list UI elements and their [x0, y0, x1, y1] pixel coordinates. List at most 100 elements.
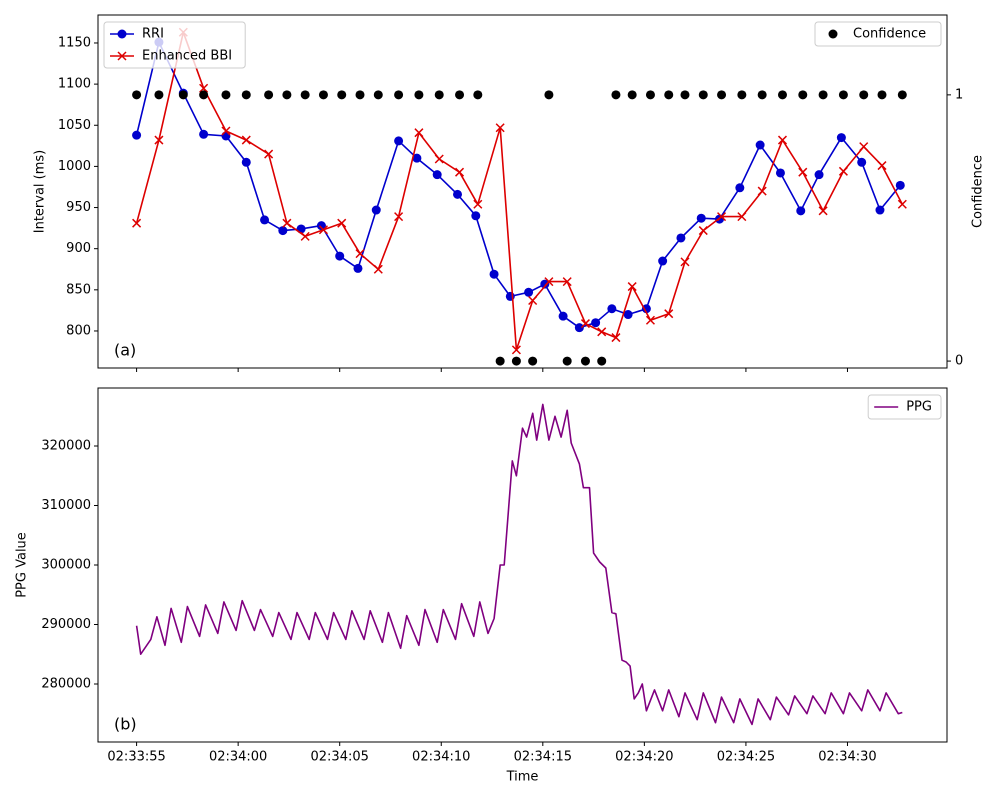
- data-point: [627, 282, 637, 292]
- x-axis-label: Time: [506, 770, 539, 785]
- data-point: [735, 183, 745, 193]
- x-tick-label: 02:34:10: [412, 750, 470, 765]
- data-point: [241, 135, 251, 145]
- data-point: [818, 206, 828, 216]
- data-point: [838, 166, 848, 176]
- series-line: [135, 31, 904, 351]
- data-point: [574, 323, 584, 333]
- data-point: [453, 189, 463, 199]
- data-point: [757, 90, 767, 100]
- data-point: [838, 90, 848, 100]
- panel-label: (b): [114, 715, 137, 734]
- data-point: [877, 90, 887, 100]
- data-point: [489, 269, 499, 279]
- data-point: [528, 295, 538, 306]
- data-point: [597, 356, 607, 366]
- data-point: [355, 90, 365, 100]
- data-point: [611, 90, 621, 100]
- y-tick-label: 320000: [41, 439, 91, 454]
- data-point: [355, 249, 365, 259]
- data-point: [473, 90, 483, 100]
- data-point: [658, 256, 668, 266]
- data-point: [857, 157, 867, 167]
- data-point: [394, 136, 404, 146]
- data-point: [524, 287, 534, 297]
- y-axis-label: Interval (ms): [33, 150, 48, 234]
- data-point: [473, 199, 483, 209]
- data-point: [282, 90, 292, 100]
- data-point: [241, 90, 251, 100]
- data-point: [300, 90, 310, 100]
- data-point: [611, 333, 621, 343]
- data-point: [623, 310, 633, 320]
- x-tick-label: 02:34:05: [311, 750, 369, 765]
- data-point: [264, 90, 274, 100]
- legend-marker: [117, 29, 127, 39]
- data-point: [414, 128, 424, 138]
- legend-marker: [117, 51, 127, 61]
- y-tick-label: 800: [66, 323, 91, 338]
- data-point: [627, 90, 637, 100]
- data-point: [696, 213, 706, 223]
- data-point: [455, 90, 465, 100]
- data-point: [132, 130, 142, 140]
- data-point: [511, 356, 521, 366]
- data-point: [394, 212, 404, 222]
- data-point: [318, 225, 328, 235]
- data-point: [241, 157, 251, 167]
- data-point: [540, 279, 550, 289]
- data-point: [414, 90, 424, 100]
- data-point: [471, 211, 481, 221]
- data-point: [371, 205, 381, 215]
- data-point: [645, 90, 655, 100]
- y-tick-label: 310000: [41, 498, 91, 513]
- axes-frame: [97, 387, 948, 743]
- data-point: [373, 90, 383, 100]
- data-point: [777, 135, 788, 145]
- x-tick-label: 02:34:25: [717, 750, 775, 765]
- data-point: [178, 90, 188, 100]
- data-point: [495, 123, 505, 133]
- y2-axis-label: Confidence: [971, 155, 986, 228]
- data-point: [775, 168, 785, 178]
- data-point: [562, 356, 572, 366]
- data-point: [895, 180, 905, 190]
- data-point: [260, 215, 270, 225]
- data-point: [737, 90, 747, 100]
- data-point: [796, 206, 806, 216]
- data-point: [412, 153, 422, 163]
- data-point: [132, 218, 142, 228]
- data-point: [199, 90, 209, 100]
- data-point: [597, 327, 607, 337]
- data-point: [455, 167, 465, 177]
- data-point: [432, 170, 442, 180]
- data-point: [645, 315, 655, 325]
- y-tick-label: 1100: [58, 77, 91, 92]
- panel-label: (a): [114, 341, 136, 360]
- data-point: [278, 226, 288, 236]
- y2-tick-label: 1: [955, 87, 963, 102]
- data-point: [755, 140, 765, 150]
- legend-box: [867, 394, 942, 420]
- y-tick-label: 950: [66, 200, 91, 215]
- data-point: [777, 90, 787, 100]
- data-point: [199, 129, 209, 139]
- data-point: [591, 318, 601, 328]
- data-point: [676, 233, 686, 243]
- data-point: [264, 149, 274, 159]
- x-tick-label: 02:33:55: [107, 750, 165, 765]
- y-tick-label: 1000: [58, 159, 91, 174]
- data-point: [607, 304, 617, 314]
- data-point: [680, 257, 690, 267]
- data-point: [664, 90, 674, 100]
- data-point: [580, 319, 590, 329]
- data-point: [282, 218, 292, 228]
- data-point: [221, 126, 231, 136]
- y-tick-label: 850: [66, 282, 91, 297]
- data-point: [335, 251, 345, 261]
- data-point: [814, 170, 824, 180]
- data-point: [132, 90, 142, 100]
- series-line: [135, 403, 903, 726]
- data-point: [373, 264, 383, 274]
